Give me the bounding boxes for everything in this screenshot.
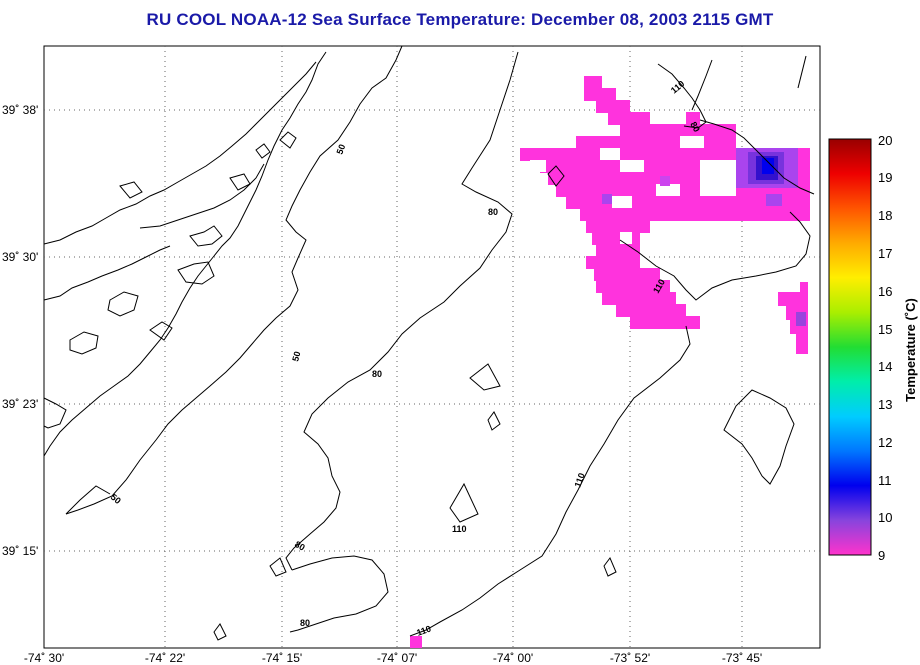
contour-label: 50 (290, 350, 302, 362)
colorbar-ticks: 20 19 18 17 16 15 14 13 12 11 10 9 (878, 133, 892, 563)
sst-pixel (594, 268, 660, 281)
sst-pixel (616, 304, 686, 317)
sst-pixel (602, 292, 676, 305)
colorbar-tick: 15 (878, 322, 892, 337)
contour-label: 80 (300, 618, 310, 628)
sst-pixel (576, 136, 736, 149)
sst-pixel (778, 292, 808, 306)
coastline (43, 51, 327, 457)
sst-pixel (530, 160, 546, 172)
colorbar-tick: 18 (878, 208, 892, 223)
contour-label: 80 (372, 369, 382, 379)
contour-label: 80 (488, 207, 498, 217)
sst-pixel (800, 282, 808, 294)
contour-label: 80 (293, 539, 307, 553)
sst-pixel (586, 220, 650, 233)
lon-label: -74˚ 15' (262, 651, 302, 665)
contour-label: 80 (688, 120, 702, 134)
lon-labels: -74˚ 30' -74˚ 22' -74˚ 15' -74˚ 07' -74˚… (24, 651, 762, 665)
lat-label: 39˚ 30' (2, 250, 38, 264)
lon-label: -74˚ 30' (24, 651, 64, 665)
sst-pixel (580, 208, 810, 221)
sst-pixel (766, 194, 782, 206)
sst-pixel (600, 148, 620, 160)
contour-label: 50 (109, 492, 123, 506)
sst-pixel (796, 312, 806, 326)
sst-pixel (620, 232, 632, 244)
colorbar-tick: 20 (878, 133, 892, 148)
sst-pixel (620, 160, 644, 172)
contour-labels: 50 50 50 80 80 80 80 80 110 110 110 110 … (109, 79, 702, 638)
sst-pixel (700, 160, 736, 196)
contour-label: 110 (415, 624, 432, 638)
colorbar-tick: 11 (878, 473, 892, 488)
lon-label: -74˚ 22' (145, 651, 185, 665)
colorbar-tick: 17 (878, 246, 892, 261)
colorbar-title: Temperature (˚C) (903, 298, 918, 402)
lon-label: -74˚ 07' (377, 651, 417, 665)
lon-label: -73˚ 52' (610, 651, 650, 665)
sst-pixel (796, 334, 808, 354)
colorbar-tick: 12 (878, 435, 892, 450)
lon-label: -73˚ 45' (722, 651, 762, 665)
sst-pixel (680, 136, 704, 148)
lon-label: -74˚ 00' (493, 651, 533, 665)
sst-pixel (584, 76, 602, 89)
sst-pixel (584, 88, 616, 101)
sst-pixel (630, 316, 700, 329)
sst-pixel (596, 244, 640, 257)
colorbar-tick: 14 (878, 359, 892, 374)
sst-pixel (586, 256, 640, 269)
lat-label: 39˚ 23' (2, 397, 38, 411)
colorbar-tick: 9 (878, 548, 885, 563)
sst-pixel (602, 194, 612, 204)
lat-labels: 39˚ 38' 39˚ 30' 39˚ 23' 39˚ 15' (2, 103, 38, 558)
sst-pixel (650, 112, 686, 124)
colorbar-tick: 10 (878, 510, 892, 525)
sst-pixel (762, 158, 774, 174)
sst-pixel (596, 280, 670, 293)
sst-pixel (612, 196, 632, 208)
map-title: RU COOL NOAA-12 Sea Surface Temperature:… (146, 10, 774, 29)
sst-pixel (410, 636, 422, 648)
colorbar-tick: 16 (878, 284, 892, 299)
sst-pixel (592, 232, 640, 245)
colorbar-tick: 19 (878, 170, 892, 185)
sst-pixel (620, 124, 736, 137)
temperature-colorbar (828, 138, 872, 556)
sst-pixels (410, 76, 810, 648)
contour-label: 110 (572, 472, 586, 489)
sst-pixel (596, 100, 630, 113)
colorbar-tick: 13 (878, 397, 892, 412)
contour-label: 110 (452, 524, 467, 534)
contour-label: 50 (334, 143, 347, 156)
sst-pixel (660, 176, 670, 186)
lat-label: 39˚ 38' (2, 103, 38, 117)
sst-pixel (656, 184, 680, 196)
lat-label: 39˚ 15' (2, 544, 38, 558)
sst-pixel (560, 136, 574, 148)
contour-lines (65, 45, 815, 641)
